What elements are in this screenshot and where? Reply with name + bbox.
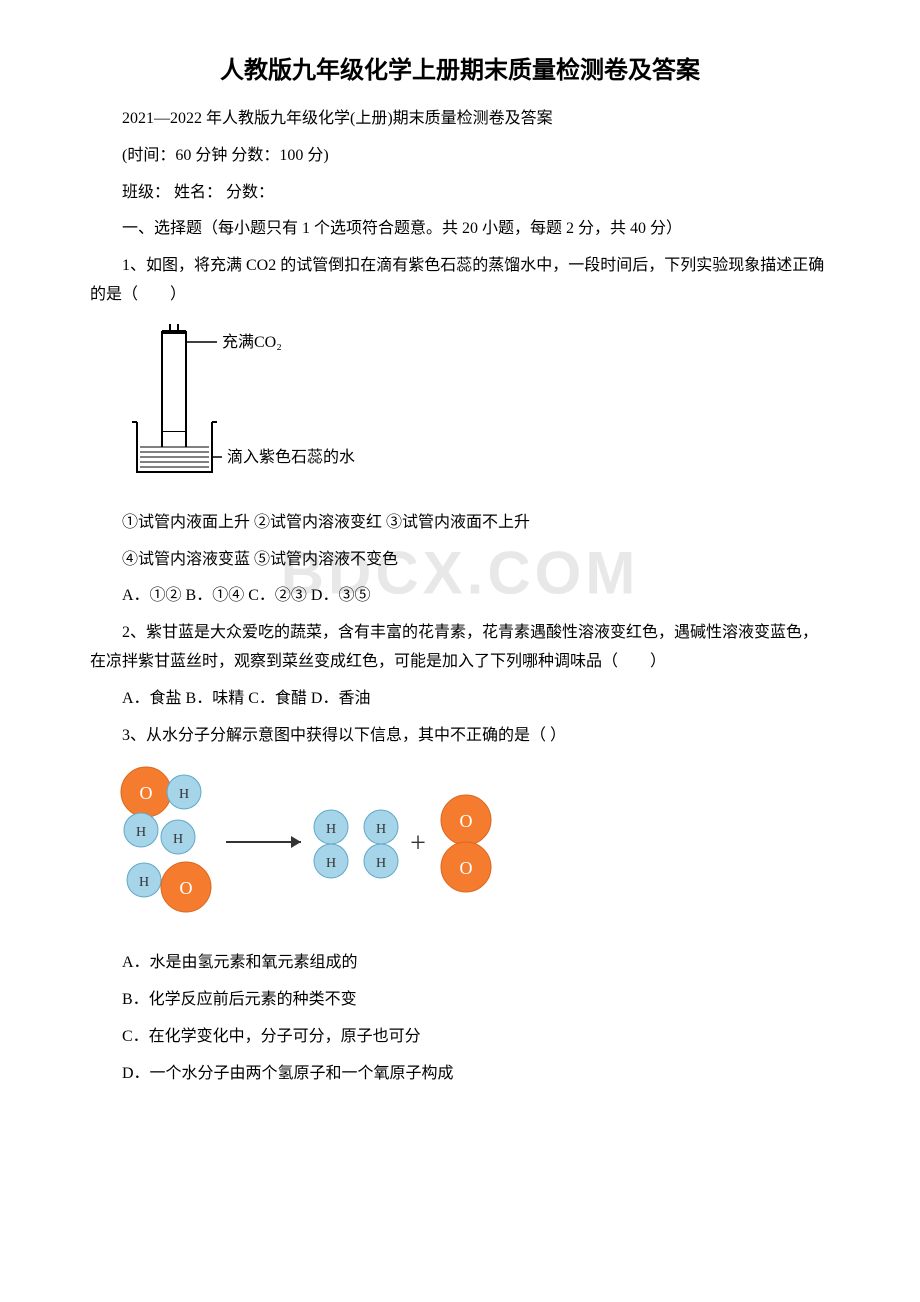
svg-text:H: H [326, 822, 336, 837]
q3-choice-c: C．在化学变化中，分子可分，原子也可分 [90, 1023, 830, 1052]
q3-text: 3、从水分子分解示意图中获得以下信息，其中不正确的是（ ） [90, 722, 830, 751]
svg-text:H: H [136, 825, 146, 840]
svg-text:H: H [139, 875, 149, 890]
q1-options-line1: ①试管内液面上升 ②试管内溶液变红 ③试管内液面不上升 [90, 509, 830, 538]
q1-choices: A．①② B．①④ C．②③ D．③⑤ [90, 582, 830, 611]
svg-text:O: O [140, 783, 153, 803]
svg-text:H: H [179, 787, 189, 802]
q3-choice-b: B．化学反应前后元素的种类不变 [90, 986, 830, 1015]
time-score: (时间：60 分钟 分数：100 分) [90, 142, 830, 171]
doc-title: 人教版九年级化学上册期末质量检测卷及答案 [90, 50, 830, 85]
header-fields: 班级： 姓名： 分数： [90, 179, 830, 208]
document-content: 人教版九年级化学上册期末质量检测卷及答案 2021—2022 年人教版九年级化学… [90, 50, 830, 1089]
q3-figure: O H H H H O H H H H + [106, 762, 830, 937]
subtitle: 2021—2022 年人教版九年级化学(上册)期末质量检测卷及答案 [90, 105, 830, 134]
q2-text: 2、紫甘蓝是大众爱吃的蔬菜，含有丰富的花青素，花青素遇酸性溶液变红色，遇碱性溶液… [90, 619, 830, 677]
svg-text:O: O [460, 811, 473, 831]
q3-choice-a: A．水是由氢元素和氧元素组成的 [90, 949, 830, 978]
svg-text:+: + [410, 828, 426, 859]
q2-choices: A．食盐 B．味精 C．食醋 D．香油 [90, 685, 830, 714]
q1-label-top: 充满CO₂ [222, 333, 282, 351]
q1-options-line2: ④试管内溶液变蓝 ⑤试管内溶液不变色 [90, 546, 830, 575]
svg-text:H: H [376, 856, 386, 871]
q1-label-bottom: 滴入紫色石蕊的水 [227, 448, 355, 466]
svg-text:H: H [173, 832, 183, 847]
section-1-heading: 一、选择题（每小题只有 1 个选项符合题意。共 20 小题，每题 2 分，共 4… [90, 215, 830, 244]
svg-text:O: O [460, 858, 473, 878]
q1-figure: 充满CO₂ 滴入紫色石蕊的水 [122, 322, 830, 497]
q3-choice-d: D．一个水分子由两个氢原子和一个氧原子构成 [90, 1060, 830, 1089]
svg-text:H: H [326, 856, 336, 871]
svg-text:H: H [376, 822, 386, 837]
svg-text:O: O [180, 878, 193, 898]
q1-text: 1、如图，将充满 CO2 的试管倒扣在滴有紫色石蕊的蒸馏水中，一段时间后，下列实… [90, 252, 830, 310]
